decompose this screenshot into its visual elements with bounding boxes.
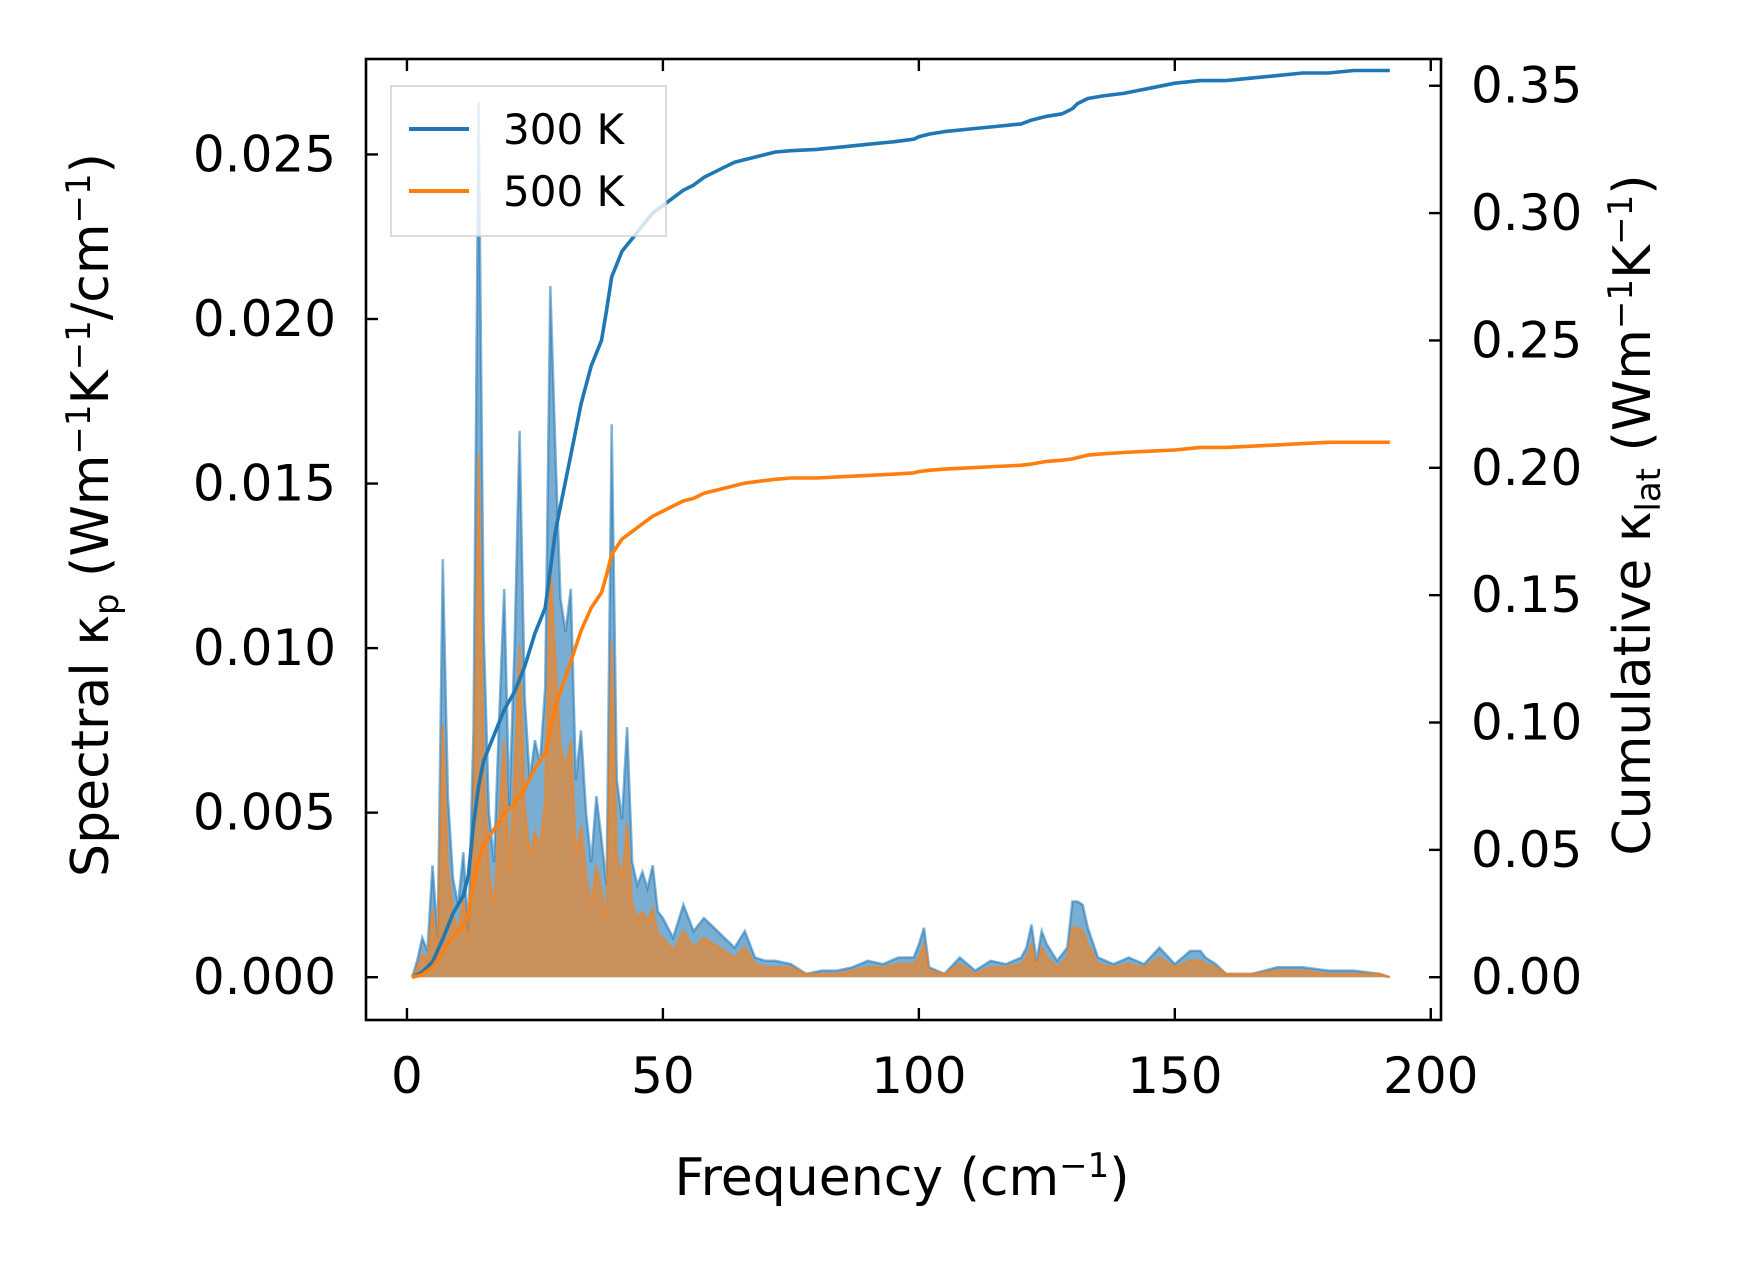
- x-axis-label: Frequency (cm−1): [674, 1146, 1129, 1208]
- plot-frame: [364, 57, 1443, 1022]
- cumulative-line-500K: [411, 440, 1390, 979]
- y2-tick-label: 0.10: [1471, 694, 1582, 752]
- y2-tick-label: 0.35: [1471, 57, 1582, 115]
- y2-tick-label: 0.00: [1471, 948, 1582, 1006]
- y2-tick-label: 0.15: [1471, 566, 1582, 624]
- legend: 300 K 500 K: [390, 85, 667, 237]
- x-tick-label: 0: [391, 1047, 423, 1105]
- legend-label-300K: 300 K: [503, 105, 626, 154]
- series-lines: [411, 68, 1390, 979]
- spectral-line-300K: [410, 101, 1391, 979]
- x-tick-label: 50: [631, 1047, 695, 1105]
- y2-tick-label: 0.25: [1471, 311, 1582, 369]
- x-tick-label: 200: [1383, 1047, 1478, 1105]
- y-tick-label: 0.000: [193, 948, 336, 1006]
- spectral-line-500K: [410, 453, 1391, 979]
- y-tick-label: 0.010: [193, 619, 336, 677]
- tick-labels: 0 50 100 150 200 0.000 0.005 0.010 0.015 0.020 0.0…: [193, 57, 1582, 1105]
- y-tick-label: 0.020: [193, 290, 336, 348]
- legend-box: [390, 85, 667, 237]
- tick-marks: [366, 59, 1441, 1020]
- y-tick-label: 0.015: [193, 455, 336, 513]
- y2-tick-label: 0.20: [1471, 439, 1582, 497]
- y-tick-label: 0.005: [193, 784, 336, 842]
- y2-axis-label: Cumulative κlat (Wm−1K−1): [1601, 174, 1669, 855]
- x-tick-label: 100: [871, 1047, 966, 1105]
- y2-tick-label: 0.30: [1471, 184, 1582, 242]
- y2-tick-label: 0.05: [1471, 821, 1582, 879]
- y-tick-label: 0.025: [193, 125, 336, 183]
- legend-label-500K: 500 K: [503, 167, 626, 216]
- y-axis-label: Spectral κp (Wm−1K−1/cm−1): [59, 153, 127, 877]
- cumulative-line-300K: [411, 68, 1390, 979]
- spectral-fills: [410, 101, 1391, 979]
- x-tick-label: 150: [1127, 1047, 1222, 1105]
- spectral-fill-500K: [412, 453, 1390, 978]
